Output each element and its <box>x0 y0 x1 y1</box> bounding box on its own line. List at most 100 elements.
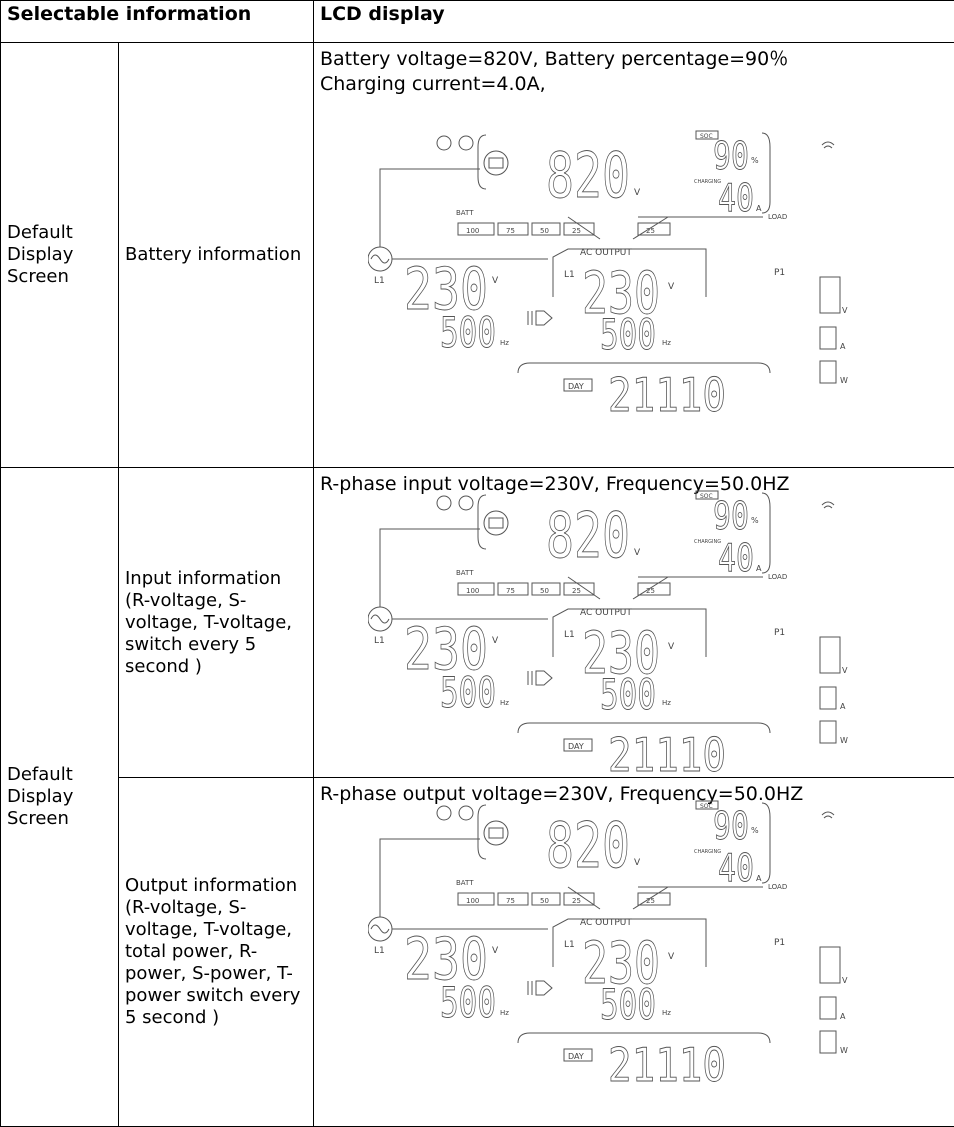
ac-output-label: AC OUTPUT <box>580 918 632 928</box>
bracket <box>762 133 770 213</box>
unit-label: Hz <box>662 339 671 347</box>
unit-label: V <box>842 666 848 675</box>
display-cell: R-phase input voltage=230V, Frequency=50… <box>314 468 954 778</box>
unit-label: W <box>840 736 848 745</box>
unit-label: V <box>842 976 848 985</box>
level-label: 50 <box>540 897 549 905</box>
header-cell: Selectable information <box>1 1 314 43</box>
p1-label: P1 <box>774 938 785 948</box>
grid-icon <box>459 496 473 510</box>
level-label: 75 <box>506 227 515 235</box>
soc-label: SOC <box>700 133 713 140</box>
l1-label: L1 <box>374 946 385 956</box>
sine <box>371 925 389 933</box>
display-cell: Battery voltage=820V, Battery percentage… <box>314 43 954 468</box>
ac-output-label: AC OUTPUT <box>580 248 632 258</box>
group-cell: Default Display Screen <box>1 468 119 1127</box>
connector <box>568 887 763 909</box>
level-label: 75 <box>506 587 515 595</box>
bracket <box>762 493 770 573</box>
row: Default Display Screen Battery informati… <box>1 43 954 468</box>
unit-label: V <box>634 188 641 198</box>
segment-digits: 90 <box>713 804 749 848</box>
unit-label: W <box>840 1046 848 1055</box>
l1-label: L1 <box>374 636 385 646</box>
unit-label: A <box>756 204 762 213</box>
wifi-icon <box>822 142 834 148</box>
segment-digits: 500 <box>600 980 656 1029</box>
unit-label: V <box>842 306 848 315</box>
segment-digits: 90 <box>713 134 749 178</box>
segment-box <box>820 327 836 349</box>
unit-label: % <box>751 826 759 835</box>
unit-label: Hz <box>662 1009 671 1017</box>
level-label: 100 <box>466 897 479 905</box>
unit-label: V <box>492 946 499 956</box>
l1-label: L1 <box>564 940 575 950</box>
battery-symbol <box>489 158 503 168</box>
unit-label: V <box>668 282 675 292</box>
unit-label: V <box>668 952 675 962</box>
level-label: 25 <box>572 227 581 235</box>
segment-box <box>820 1031 836 1053</box>
level-label: 50 <box>540 587 549 595</box>
level-label: 50 <box>540 227 549 235</box>
load-label: LOAD <box>768 883 787 891</box>
item-cell: Output information (R-voltage, S-voltage… <box>119 778 314 1127</box>
header-cell: LCD display <box>314 1 954 43</box>
pv-icon <box>437 806 451 820</box>
day-label: DAY <box>568 1052 584 1061</box>
battery-icon <box>484 821 508 845</box>
sine <box>371 255 389 263</box>
unit-label: A <box>756 564 762 573</box>
battery-icon <box>484 511 508 535</box>
item-cell: Battery information <box>119 43 314 468</box>
day-label: DAY <box>568 742 584 751</box>
item-cell: Input information (R-voltage, S-voltage,… <box>119 468 314 778</box>
level-label: 25 <box>572 587 581 595</box>
load-label: LOAD <box>768 213 787 221</box>
level-label: 25 <box>572 897 581 905</box>
segment-digits: 500 <box>600 670 656 719</box>
bracket <box>478 805 486 859</box>
segment-box <box>820 947 840 983</box>
segment-box <box>820 277 840 313</box>
segment-digits: 500 <box>600 310 656 359</box>
connector <box>568 577 763 599</box>
segment-digits: 820 <box>546 809 630 882</box>
battery-icon <box>484 151 508 175</box>
unit-label: A <box>756 874 762 883</box>
unit-label: V <box>492 276 499 286</box>
segment-box <box>820 721 836 743</box>
batt-label: BATT <box>456 879 474 887</box>
load-label: LOAD <box>768 573 787 581</box>
group-cell: Default Display Screen <box>1 43 119 468</box>
sine <box>371 615 389 623</box>
flow-arrow <box>528 311 552 325</box>
wifi-icon <box>822 502 834 508</box>
segment-digits: 21110 <box>608 728 726 777</box>
unit-label: Hz <box>500 339 509 347</box>
segment-box <box>820 687 836 709</box>
segment-digits: 21110 <box>608 368 726 417</box>
day-label: DAY <box>568 382 584 391</box>
l1-label: L1 <box>564 630 575 640</box>
level-label: 100 <box>466 227 479 235</box>
unit-label: Hz <box>662 699 671 707</box>
unit-label: V <box>668 642 675 652</box>
wifi-icon <box>822 812 834 818</box>
segment-box <box>820 637 840 673</box>
segment-digits: 90 <box>713 494 749 538</box>
l1-label: L1 <box>374 276 385 286</box>
segment-box <box>820 361 836 383</box>
unit-label: % <box>751 516 759 525</box>
connector <box>568 217 763 239</box>
soc-label: SOC <box>700 493 713 500</box>
batt-label: BATT <box>456 209 474 217</box>
level-label: 100 <box>466 587 479 595</box>
